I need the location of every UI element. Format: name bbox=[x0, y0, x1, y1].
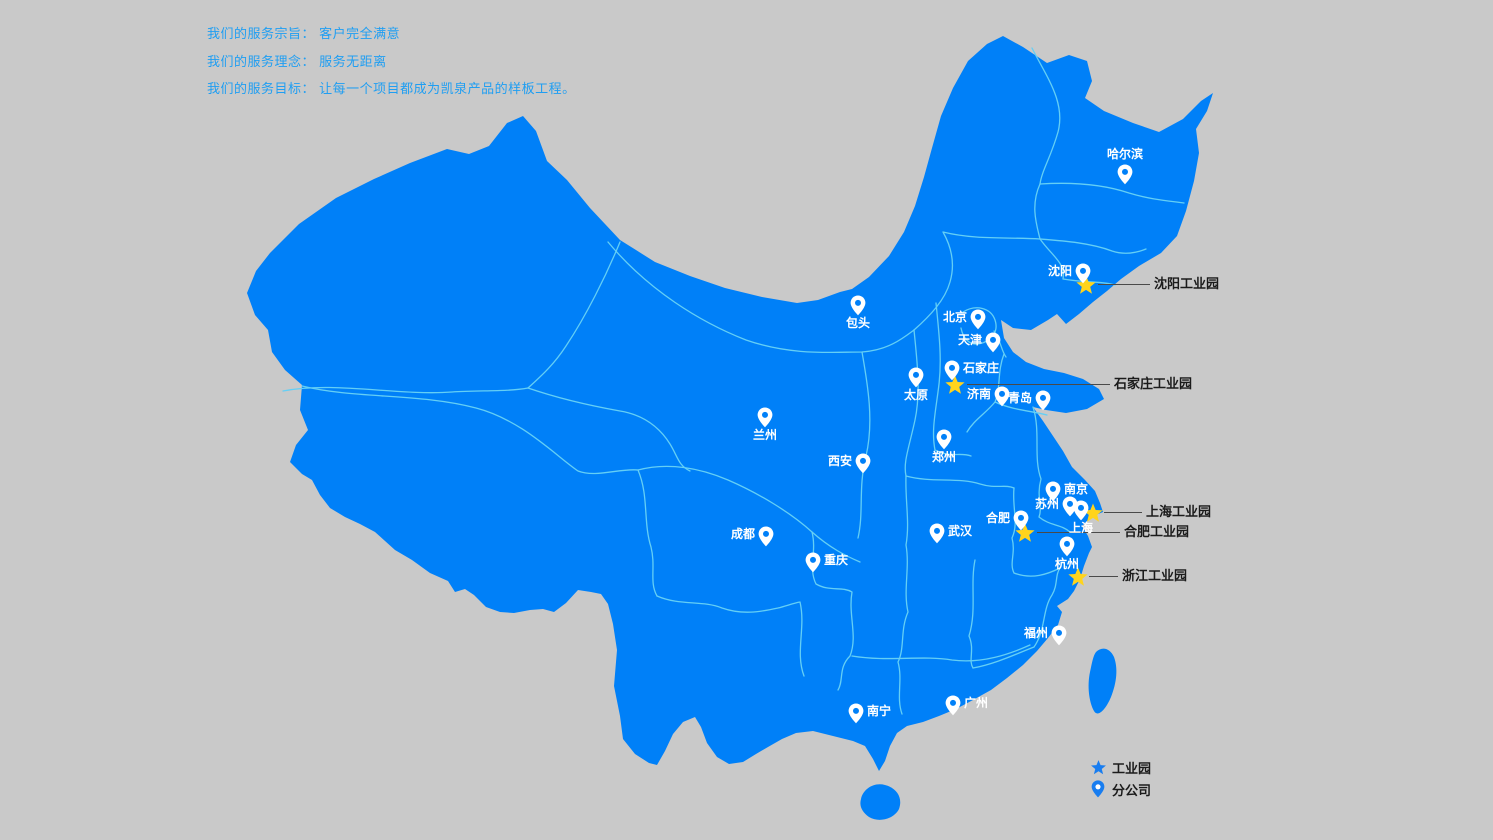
china-mainland bbox=[247, 36, 1213, 771]
branch-pin-icon[interactable] bbox=[1075, 263, 1091, 284]
hainan-island bbox=[860, 784, 901, 820]
park-label: 石家庄工业园 bbox=[1114, 376, 1193, 391]
branch-pin-icon[interactable] bbox=[944, 360, 960, 381]
city-label: 合肥 bbox=[985, 511, 1010, 525]
industrial-park-star-icon[interactable] bbox=[1014, 522, 1036, 544]
city-label: 武汉 bbox=[948, 524, 973, 538]
city-label: 南京 bbox=[1064, 482, 1089, 496]
city-label: 兰州 bbox=[752, 428, 778, 442]
branch-pin-icon[interactable] bbox=[757, 407, 773, 428]
branch-pin-icon[interactable] bbox=[1013, 510, 1029, 531]
branch-pin-icon[interactable] bbox=[1051, 625, 1067, 646]
city-label: 上海 bbox=[1068, 521, 1094, 535]
slogan-line-3: 我们的服务目标： 让每一个项目都成为凯泉产品的样板工程。 bbox=[207, 81, 576, 96]
industrial-park-star-icon[interactable] bbox=[1067, 566, 1089, 588]
city-label: 包头 bbox=[845, 316, 871, 330]
city-label: 济南 bbox=[966, 387, 991, 401]
branch-pin-icon[interactable] bbox=[850, 295, 866, 316]
park-label: 上海工业园 bbox=[1146, 504, 1212, 519]
city-label: 郑州 bbox=[931, 450, 957, 464]
legend-industrial-park-label: 工业园 bbox=[1112, 760, 1152, 776]
city-label: 哈尔滨 bbox=[1106, 147, 1144, 161]
park-connector-line bbox=[1098, 284, 1150, 285]
branch-pin-icon[interactable] bbox=[1062, 496, 1078, 517]
city-label: 福州 bbox=[1023, 626, 1048, 640]
city-label: 石家庄 bbox=[963, 361, 1000, 375]
city-label: 北京 bbox=[942, 310, 967, 324]
branch-pin-icon[interactable] bbox=[1059, 536, 1075, 557]
park-label: 沈阳工业园 bbox=[1154, 276, 1220, 291]
branch-pin-icon[interactable] bbox=[848, 703, 864, 724]
city-label: 南宁 bbox=[867, 704, 892, 718]
park-connector-line bbox=[1089, 576, 1118, 577]
park-connector-line bbox=[1037, 532, 1120, 533]
branch-pin-icon[interactable] bbox=[1073, 500, 1089, 521]
city-label: 西安 bbox=[827, 454, 852, 468]
city-label: 天津 bbox=[957, 333, 982, 347]
branch-pin-icon[interactable] bbox=[945, 695, 961, 716]
city-label: 广州 bbox=[964, 696, 989, 710]
branch-pin-icon[interactable] bbox=[1035, 390, 1051, 411]
map-legend: 工业园 分公司 bbox=[1086, 756, 1151, 800]
taiwan-island bbox=[1088, 648, 1117, 714]
branch-pin-icon[interactable] bbox=[985, 332, 1001, 353]
branch-pin-icon bbox=[1086, 780, 1110, 798]
branch-pin-icon[interactable] bbox=[936, 429, 952, 450]
city-label: 青岛 bbox=[1007, 391, 1032, 405]
city-label: 成都 bbox=[730, 527, 755, 541]
branch-pin-icon[interactable] bbox=[855, 453, 871, 474]
legend-item-branch: 分公司 bbox=[1086, 778, 1151, 800]
industrial-park-star-icon bbox=[1086, 759, 1110, 776]
city-label: 太原 bbox=[903, 388, 929, 402]
city-label: 沈阳 bbox=[1047, 264, 1072, 278]
industrial-park-star-icon[interactable] bbox=[1082, 502, 1104, 524]
park-connector-line bbox=[1104, 512, 1142, 513]
park-label: 合肥工业园 bbox=[1124, 524, 1190, 539]
service-slogans: 我们的服务宗旨： 客户完全满意 我们的服务理念： 服务无距离 我们的服务目标： … bbox=[207, 20, 576, 103]
industrial-park-star-icon[interactable] bbox=[1075, 274, 1097, 296]
branch-pin-icon[interactable] bbox=[1045, 481, 1061, 502]
slogan-line-1: 我们的服务宗旨： 客户完全满意 bbox=[207, 26, 401, 41]
province-borders bbox=[282, 47, 1185, 715]
legend-branch-label: 分公司 bbox=[1112, 782, 1152, 798]
branch-pin-icon[interactable] bbox=[929, 523, 945, 544]
branch-pin-icon[interactable] bbox=[805, 552, 821, 573]
city-label: 苏州 bbox=[1034, 497, 1059, 511]
slogan-line-2: 我们的服务理念： 服务无距离 bbox=[207, 53, 387, 69]
branch-pin-icon[interactable] bbox=[908, 367, 924, 388]
park-connector-line bbox=[967, 384, 1110, 385]
branch-pin-icon[interactable] bbox=[994, 386, 1010, 407]
branch-pin-icon[interactable] bbox=[1117, 164, 1133, 185]
branch-pin-icon[interactable] bbox=[758, 526, 774, 547]
legend-item-industrial-park: 工业园 bbox=[1086, 756, 1151, 778]
branch-pin-icon[interactable] bbox=[970, 309, 986, 330]
city-label: 杭州 bbox=[1054, 557, 1080, 571]
city-label: 重庆 bbox=[824, 553, 849, 567]
park-label: 浙江工业园 bbox=[1122, 568, 1188, 583]
industrial-park-star-icon[interactable] bbox=[944, 374, 966, 396]
